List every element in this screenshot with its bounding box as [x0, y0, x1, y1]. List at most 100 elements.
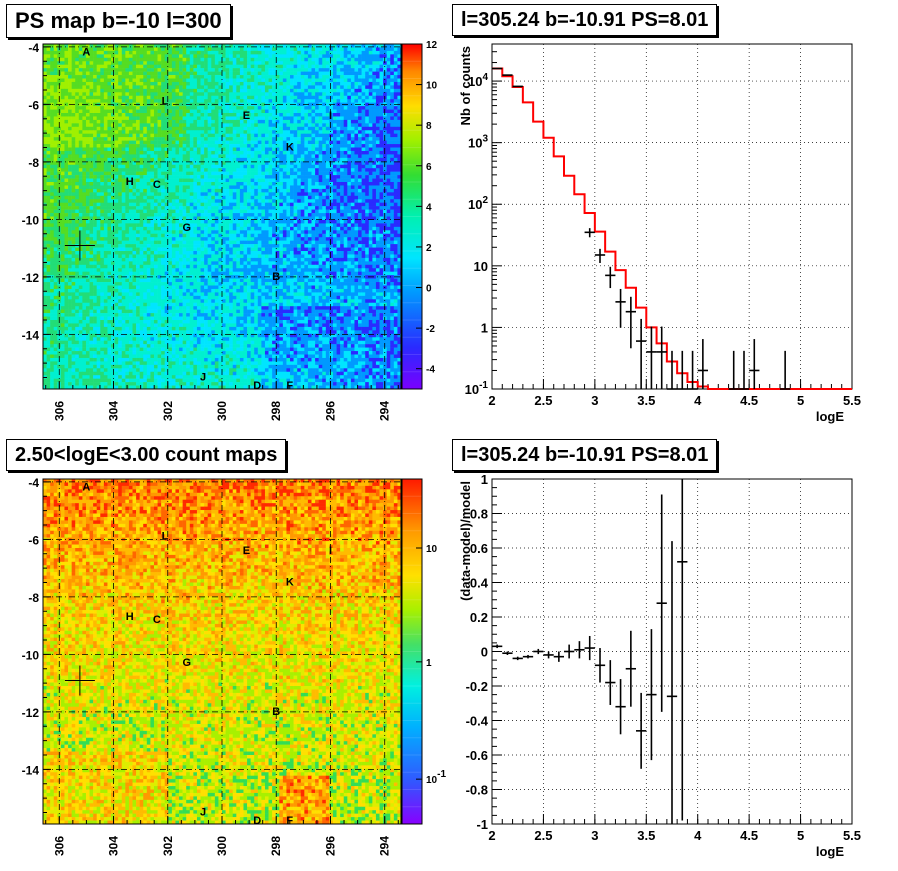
- y-tick-label: -0.8: [466, 783, 488, 798]
- colorbar-tick-label: -4: [426, 365, 435, 376]
- y-tick-label: 0.2: [470, 610, 488, 625]
- x-tick-label: 4.5: [740, 393, 758, 408]
- y-tick-label: -8: [28, 591, 39, 605]
- y-tick-label: 1: [481, 472, 488, 487]
- x-tick-label: 300: [215, 401, 229, 421]
- source-label-i: I: [329, 545, 332, 557]
- x-tick-label: 296: [323, 401, 337, 421]
- y-axis-label: (data-model)/model: [458, 481, 473, 601]
- x-tick-label: 2: [488, 828, 495, 843]
- y-tick-label: -14: [22, 328, 40, 342]
- y-tick-label: -10: [22, 648, 40, 662]
- source-label-f: F: [286, 815, 293, 827]
- source-label-d: D: [253, 815, 261, 827]
- colorbar-tick-label: -2: [426, 324, 435, 335]
- x-tick-label: 4.5: [740, 828, 758, 843]
- colorbar-tick-label: 12: [426, 40, 438, 51]
- y-axis-label: Nb of counts: [458, 46, 473, 125]
- source-label-k: K: [286, 141, 294, 153]
- source-label-l: L: [162, 95, 169, 107]
- x-tick-label: 5: [797, 393, 804, 408]
- count-map-title: 2.50<logE<3.00 count maps: [6, 439, 286, 471]
- y-tick-label: -6: [28, 98, 39, 112]
- x-tick-label: 3: [591, 393, 598, 408]
- y-tick-label: -12: [22, 706, 40, 720]
- plot-frame: [492, 44, 852, 389]
- source-label-f: F: [286, 380, 293, 392]
- source-label-e: E: [243, 110, 250, 122]
- x-tick-label: 298: [269, 401, 283, 421]
- x-tick-label: 3: [591, 828, 598, 843]
- x-tick-label: 5.5: [843, 828, 861, 843]
- source-label-e: E: [243, 545, 250, 557]
- source-label-h: H: [126, 176, 134, 188]
- source-label-j: J: [200, 806, 206, 818]
- source-label-b: B: [272, 271, 280, 283]
- source-label-g: G: [182, 657, 191, 669]
- source-label-c: C: [153, 179, 161, 191]
- colorbar-tick-label: 8: [426, 121, 432, 132]
- x-tick-label: 3.5: [637, 393, 655, 408]
- colorbar-tick-label: 6: [426, 162, 432, 173]
- x-tick-label: 3.5: [637, 828, 655, 843]
- figure-canvas: 306 304 302 300 298 296 294-4-6-8-10-12-14ALE I…: [0, 0, 898, 871]
- source-label-h: H: [126, 611, 134, 623]
- x-tick-label: 300: [215, 836, 229, 856]
- colorbar-tick-label: 1: [426, 658, 432, 669]
- colorbar-tick-label: 0: [426, 284, 432, 295]
- x-tick-label: 296: [323, 836, 337, 856]
- residual-title: l=305.24 b=-10.91 PS=8.01: [452, 439, 717, 471]
- spectrum-title: l=305.24 b=-10.91 PS=8.01: [452, 4, 717, 36]
- y-tick-label: 102: [468, 195, 488, 212]
- colorbar-tick-label: 10: [426, 81, 438, 92]
- x-tick-label: 5: [797, 828, 804, 843]
- source-label-a: A: [82, 482, 90, 494]
- x-tick-label: 2.5: [534, 828, 552, 843]
- x-tick-label: 298: [269, 836, 283, 856]
- x-tick-label: 2.5: [534, 393, 552, 408]
- data-point: [513, 86, 523, 87]
- x-tick-label: 306: [52, 836, 66, 856]
- source-label-i: I: [329, 110, 332, 122]
- x-tick-label: 302: [161, 401, 175, 421]
- x-tick-label: 306: [52, 401, 66, 421]
- y-tick-label: 10: [474, 259, 488, 274]
- y-tick-label: -0.6: [466, 748, 488, 763]
- source-label-a: A: [82, 47, 90, 59]
- x-axis-label: logE: [816, 409, 844, 424]
- y-tick-label: -0.4: [466, 714, 489, 729]
- y-tick-label: 1: [481, 320, 488, 335]
- y-tick-label: -10: [22, 213, 40, 227]
- x-tick-label: 294: [378, 836, 392, 856]
- source-label-l: L: [162, 530, 169, 542]
- x-tick-label: 2: [488, 393, 495, 408]
- source-label-b: B: [272, 706, 280, 718]
- y-tick-label: -0.2: [466, 679, 488, 694]
- colorbar-tick-label: 2: [426, 243, 432, 254]
- x-tick-label: 302: [161, 836, 175, 856]
- y-tick-label: -14: [22, 763, 40, 777]
- y-tick-label: -4: [28, 476, 39, 490]
- y-tick-label: 103: [468, 134, 488, 151]
- source-label-g: G: [182, 222, 191, 234]
- source-label-k: K: [286, 576, 294, 588]
- x-tick-label: 304: [107, 401, 121, 421]
- x-axis-label: logE: [816, 844, 844, 859]
- ps-map-title: PS map b=-10 l=300: [6, 4, 231, 38]
- y-tick-label: -8: [28, 156, 39, 170]
- source-label-d: D: [253, 380, 261, 392]
- colorbar-tick-label: 10-1: [426, 769, 446, 786]
- y-tick-label: -1: [476, 817, 488, 832]
- x-tick-label: 4: [694, 828, 702, 843]
- y-tick-label: 10-1: [465, 380, 489, 397]
- y-tick-label: -6: [28, 533, 39, 547]
- residual-panel: 2 2.5 3 3.5 4 4.5 5 5.5-1-0.8-0.6-0.4-0.200.20.…: [458, 472, 861, 859]
- x-tick-label: 294: [378, 401, 392, 421]
- x-tick-label: 5.5: [843, 393, 861, 408]
- source-label-j: J: [200, 371, 206, 383]
- y-tick-label: -4: [28, 41, 39, 55]
- colorbar-tick-label: 4: [426, 202, 432, 213]
